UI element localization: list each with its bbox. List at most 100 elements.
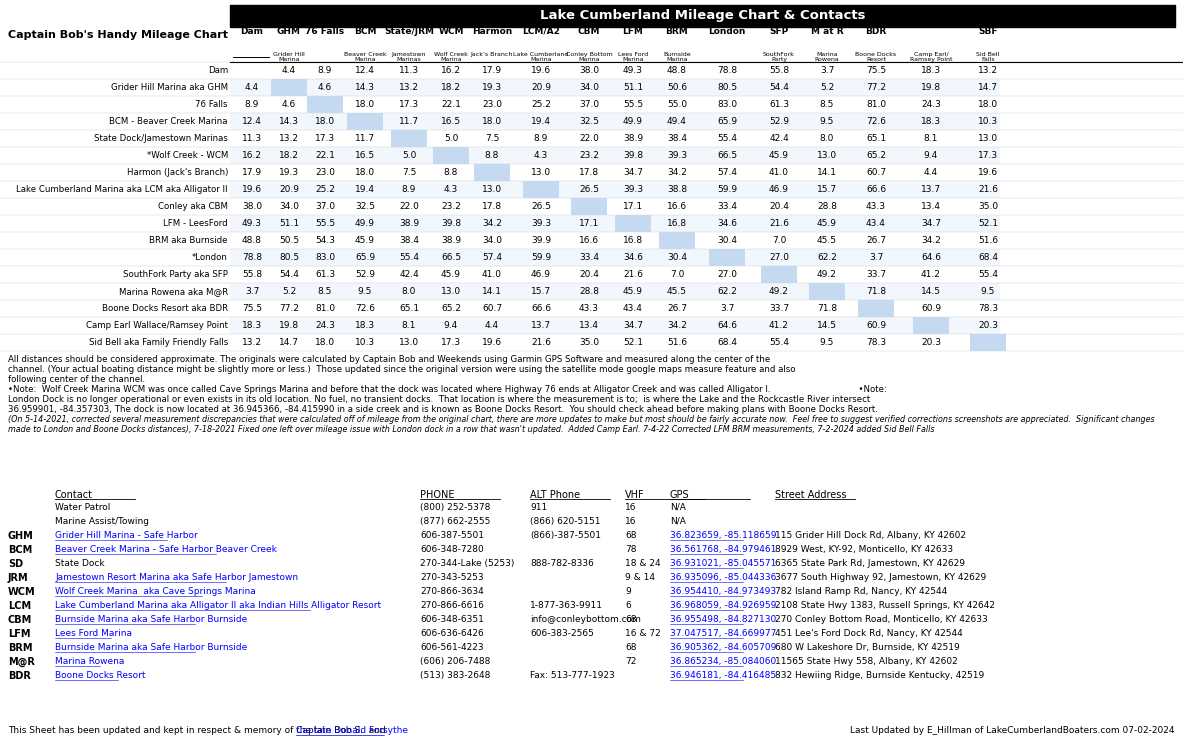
Text: 50.5: 50.5	[279, 236, 299, 245]
Text: 64.6: 64.6	[922, 253, 940, 262]
Text: 20.3: 20.3	[922, 338, 940, 347]
Text: 7.5: 7.5	[485, 134, 499, 143]
Text: 17.9: 17.9	[481, 66, 502, 75]
Text: WCM: WCM	[438, 27, 464, 36]
Text: 66.6: 66.6	[866, 185, 886, 194]
Text: 7.0: 7.0	[771, 236, 787, 245]
FancyBboxPatch shape	[659, 232, 694, 249]
FancyBboxPatch shape	[433, 147, 468, 164]
Text: (877) 662-2555: (877) 662-2555	[420, 517, 491, 526]
FancyBboxPatch shape	[230, 266, 1000, 283]
Text: 606-383-2565: 606-383-2565	[530, 629, 594, 638]
Text: 59.9: 59.9	[531, 253, 551, 262]
Text: Last Updated by E_Hillman of LakeCumberlandBoaters.com 07-02-2024: Last Updated by E_Hillman of LakeCumberl…	[851, 726, 1175, 735]
Text: 606-348-7280: 606-348-7280	[420, 545, 484, 554]
Text: 21.6: 21.6	[978, 185, 998, 194]
Text: 13.2: 13.2	[978, 66, 998, 75]
FancyBboxPatch shape	[392, 130, 427, 147]
Text: 60.9: 60.9	[866, 321, 886, 330]
Text: 8.9: 8.9	[402, 185, 416, 194]
Text: M@R: M@R	[8, 657, 34, 668]
Text: (866) 620-5151: (866) 620-5151	[530, 517, 601, 526]
Text: 34.0: 34.0	[481, 236, 502, 245]
Text: 3.7: 3.7	[868, 253, 884, 262]
FancyBboxPatch shape	[523, 181, 560, 198]
Text: LCM: LCM	[8, 601, 31, 611]
Text: 12.4: 12.4	[355, 66, 375, 75]
Text: Boone Docks Resort aka BDR: Boone Docks Resort aka BDR	[102, 304, 228, 313]
Text: 49.3: 49.3	[243, 219, 261, 228]
Text: 22.0: 22.0	[578, 134, 599, 143]
Text: 16.2: 16.2	[441, 66, 461, 75]
Text: Jamestown
Marinas: Jamestown Marinas	[392, 52, 426, 63]
Text: Marine Assist/Towing: Marine Assist/Towing	[54, 517, 149, 526]
Text: Harmon: Harmon	[472, 27, 512, 36]
Text: 12.4: 12.4	[243, 117, 261, 126]
Text: Burnside Marina aka Safe Harbor Burnside: Burnside Marina aka Safe Harbor Burnside	[54, 643, 247, 652]
Text: PHONE: PHONE	[420, 490, 454, 500]
Text: 16.5: 16.5	[441, 117, 461, 126]
Text: 9.4: 9.4	[924, 151, 938, 160]
Text: 83.0: 83.0	[315, 253, 335, 262]
Text: (606) 206-7488: (606) 206-7488	[420, 657, 491, 666]
Text: 49.3: 49.3	[623, 66, 644, 75]
Text: 5.2: 5.2	[282, 287, 296, 296]
Text: SouthFork Party aka SFP: SouthFork Party aka SFP	[123, 270, 228, 279]
Text: 19.3: 19.3	[481, 83, 502, 92]
Text: 39.9: 39.9	[531, 236, 551, 245]
Text: 45.9: 45.9	[817, 219, 838, 228]
Text: 11.3: 11.3	[399, 66, 419, 75]
Text: *London: *London	[192, 253, 228, 262]
Text: 36.931021, -85.045571: 36.931021, -85.045571	[670, 559, 776, 568]
Text: London Dock is no longer operational or even exists in its old location. No fuel: London Dock is no longer operational or …	[8, 395, 871, 404]
Text: 80.5: 80.5	[279, 253, 299, 262]
Text: 78.3: 78.3	[866, 338, 886, 347]
Text: 39.3: 39.3	[623, 185, 644, 194]
Text: Street Address: Street Address	[775, 490, 847, 500]
Text: 36.935096, -85.044336: 36.935096, -85.044336	[670, 573, 776, 582]
Text: 270-344-Lake (5253): 270-344-Lake (5253)	[420, 559, 515, 568]
Text: 16 & 72: 16 & 72	[625, 629, 661, 638]
Text: 42.4: 42.4	[769, 134, 789, 143]
Text: 13.0: 13.0	[399, 338, 419, 347]
Text: 4.4: 4.4	[245, 83, 259, 92]
Text: 16.8: 16.8	[667, 219, 687, 228]
Text: 8.9: 8.9	[534, 134, 548, 143]
Text: Conley Bottom
Marina: Conley Bottom Marina	[565, 52, 613, 63]
FancyBboxPatch shape	[230, 232, 1000, 249]
Text: 78.8: 78.8	[717, 66, 737, 75]
FancyBboxPatch shape	[230, 113, 1000, 130]
Text: 55.8: 55.8	[243, 270, 263, 279]
Text: 13.0: 13.0	[817, 151, 838, 160]
Text: 782 Island Ramp Rd, Nancy, KY 42544: 782 Island Ramp Rd, Nancy, KY 42544	[775, 587, 948, 596]
Text: LFM: LFM	[8, 629, 31, 639]
Text: 65.1: 65.1	[399, 304, 419, 313]
Text: 41.2: 41.2	[922, 270, 940, 279]
FancyBboxPatch shape	[308, 96, 343, 113]
Text: Dam: Dam	[208, 66, 228, 75]
Text: 9.4: 9.4	[444, 321, 458, 330]
FancyBboxPatch shape	[230, 96, 1000, 113]
Text: 6365 State Park Rd, Jamestown, KY 42629: 6365 State Park Rd, Jamestown, KY 42629	[775, 559, 965, 568]
Text: 34.2: 34.2	[667, 168, 687, 177]
Text: 36.905362, -84.605709: 36.905362, -84.605709	[670, 643, 776, 652]
Text: 13.2: 13.2	[243, 338, 261, 347]
Text: BRM: BRM	[8, 643, 32, 653]
Text: (513) 383-2648: (513) 383-2648	[420, 671, 491, 680]
Text: 8.0: 8.0	[402, 287, 416, 296]
Text: 71.8: 71.8	[817, 304, 838, 313]
Text: 80.5: 80.5	[717, 83, 737, 92]
Text: the late Donald Forsythe: the late Donald Forsythe	[297, 726, 408, 735]
Text: 680 W Lakeshore Dr, Burnside, KY 42519: 680 W Lakeshore Dr, Burnside, KY 42519	[775, 643, 959, 652]
Text: 5.2: 5.2	[820, 83, 834, 92]
Text: 71.8: 71.8	[866, 287, 886, 296]
Text: 77.2: 77.2	[279, 304, 299, 313]
Text: 9.5: 9.5	[820, 338, 834, 347]
Text: 22.0: 22.0	[399, 202, 419, 211]
Text: 8.9: 8.9	[318, 66, 332, 75]
Text: 77.2: 77.2	[866, 83, 886, 92]
Text: 38.0: 38.0	[578, 66, 599, 75]
Text: 38.9: 38.9	[623, 134, 644, 143]
Text: 7.0: 7.0	[670, 270, 684, 279]
Text: 270-343-5253: 270-343-5253	[420, 573, 484, 582]
